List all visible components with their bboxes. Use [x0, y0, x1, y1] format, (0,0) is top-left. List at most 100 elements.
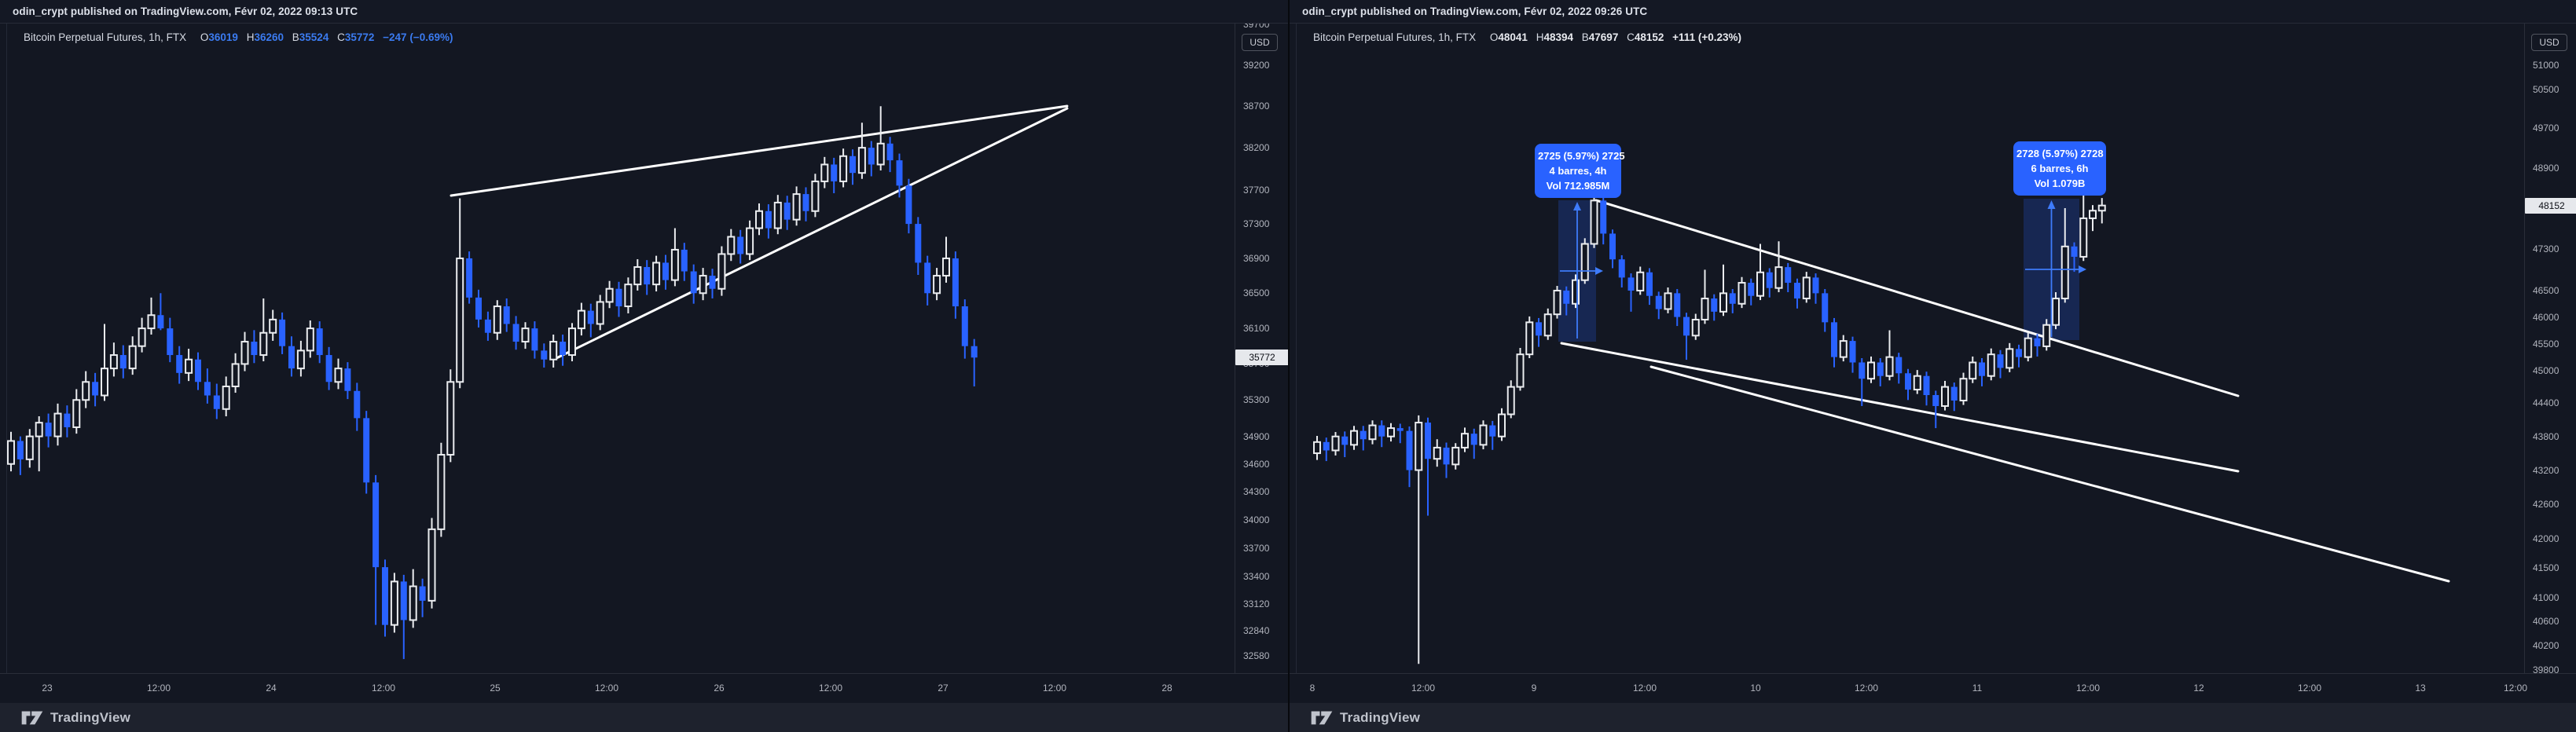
candle-body	[138, 328, 146, 347]
price-axis-label: 42000	[2533, 533, 2559, 544]
candle-body	[699, 275, 707, 295]
candle-body	[1822, 293, 1829, 323]
time-axis[interactable]: 23 12:00 24 12:00 25 12:00 26 12:00 27 12:00 28	[0, 673, 1288, 703]
candle-body	[119, 355, 127, 369]
candle-body	[849, 156, 856, 174]
candle-body	[924, 262, 931, 294]
candle-body	[690, 271, 697, 294]
time-axis-label: 11	[1972, 683, 1983, 694]
candle-body	[1415, 422, 1423, 471]
candle-body	[1563, 291, 1570, 304]
price-axis[interactable]: USD 39700 39200 38700 38200 37700 37300 36900 3…	[1235, 24, 1288, 673]
currency-toggle[interactable]: USD	[1242, 34, 1278, 51]
publisher-text: odin_crypt published on TradingView.com,…	[13, 5, 358, 17]
candle-body	[456, 257, 464, 383]
tradingview-logo-icon	[20, 709, 44, 727]
candle-body	[446, 381, 455, 456]
price-axis-label: 51000	[2533, 60, 2559, 71]
candle-body	[269, 318, 277, 334]
high-label: H	[246, 31, 255, 43]
close-value: 48152	[1634, 31, 1664, 43]
price-axis-label: 46000	[2533, 311, 2559, 323]
price-axis-label: 41000	[2533, 591, 2559, 603]
candle-body	[1932, 395, 1939, 406]
measure-arrowhead-right	[2079, 265, 2086, 273]
measure-tooltip-line: Vol 712.985M	[1546, 180, 1610, 192]
candle-body	[1941, 386, 1949, 407]
tradingview-logo[interactable]: TradingView	[1310, 709, 1420, 727]
candle-body	[1572, 279, 1580, 305]
candle-body	[288, 346, 295, 369]
candle-body	[240, 341, 249, 365]
price-axis-label: 36100	[1243, 323, 1270, 335]
candle-body	[1867, 361, 1875, 380]
price-axis-label: 37700	[1243, 184, 1270, 196]
time-axis-label: 9	[1531, 683, 1537, 694]
candle-body	[1913, 375, 1921, 391]
symbol-legend[interactable]: Bitcoin Perpetual Futures, 1h, FTX O4804…	[1313, 31, 1741, 47]
candle-body	[971, 346, 978, 358]
chart-plot-area[interactable]: 2725 (5.97%) 2725 4 barres, 4h Vol 712.985…	[1290, 24, 2524, 673]
candle-body	[1387, 427, 1395, 437]
symbol-title[interactable]: Bitcoin Perpetual Futures, 1h, FTX	[1313, 31, 1477, 43]
candle-body	[1451, 446, 1460, 466]
candlestick-canvas[interactable]	[1290, 24, 2524, 673]
candle-body	[1766, 272, 1773, 288]
candle-body	[316, 328, 323, 356]
candle-body	[2052, 298, 2060, 326]
price-axis-label: 37300	[1243, 218, 1270, 230]
tradingview-logo[interactable]: TradingView	[20, 709, 130, 727]
time-axis-label: 28	[1161, 683, 1172, 694]
time-axis-label: 12:00	[1042, 683, 1067, 694]
price-axis-label: 34600	[1243, 458, 1270, 470]
measure-tooltip: 2728 (5.97%) 2728 6 barres, 6h Vol 1.079B	[2013, 141, 2106, 196]
candle-body	[933, 275, 941, 295]
candle-body	[961, 306, 968, 346]
candle-body	[1959, 378, 1968, 401]
candle-body	[1636, 271, 1645, 292]
price-axis-label: 35300	[1243, 394, 1270, 406]
time-axis-label: 12:00	[2503, 683, 2528, 694]
symbol-title[interactable]: Bitcoin Perpetual Futures, 1h, FTX	[24, 31, 187, 43]
candle-body	[1350, 430, 1358, 446]
candle-body	[251, 342, 258, 356]
candle-body	[167, 328, 174, 356]
candle-body	[17, 441, 24, 459]
candle-body	[644, 266, 651, 285]
candle-body	[1553, 290, 1561, 316]
price-axis[interactable]: USD 520005100050500497004890048100473004…	[2524, 24, 2576, 673]
time-axis[interactable]: 8 12:00 9 12:00 10 12:00 11 12:00 12 12:00 13 12:00	[1290, 673, 2576, 703]
candle-body	[952, 258, 959, 307]
candle-body	[839, 155, 848, 182]
candle-body	[1831, 322, 1837, 357]
candle-body	[475, 297, 482, 320]
price-axis-label: 42600	[2533, 498, 2559, 510]
candle-body	[325, 355, 332, 382]
candle-body	[1360, 430, 1367, 440]
candle-body	[437, 453, 446, 530]
open-value: 48041	[1498, 31, 1528, 43]
currency-toggle[interactable]: USD	[2531, 34, 2567, 51]
time-axis-label: 26	[714, 683, 725, 694]
chart-plot-area[interactable]	[0, 24, 1235, 673]
tradingview-logo-icon	[1310, 709, 1334, 727]
candle-body	[531, 328, 538, 351]
candle-body	[1785, 267, 1792, 284]
candle-body	[1802, 276, 1811, 300]
publisher-bar: odin_crypt published on TradingView.com,…	[1290, 0, 2576, 24]
candle-body	[1580, 243, 1589, 281]
candle-body	[92, 382, 99, 396]
time-axis-label: 12:00	[1854, 683, 1879, 694]
symbol-legend[interactable]: Bitcoin Perpetual Futures, 1h, FTX O3601…	[24, 31, 453, 47]
change-value: −247 (−0.69%)	[383, 31, 453, 43]
candle-body	[1664, 292, 1672, 310]
candle-body	[792, 193, 801, 221]
candle-body	[222, 386, 230, 410]
candle-body	[296, 350, 305, 370]
low-value: 35524	[299, 31, 329, 43]
candle-body	[466, 258, 473, 298]
high-label: H	[1536, 31, 1544, 43]
candle-body	[1506, 386, 1515, 415]
candlestick-canvas[interactable]	[0, 24, 1235, 673]
candle-body	[1950, 386, 1958, 401]
